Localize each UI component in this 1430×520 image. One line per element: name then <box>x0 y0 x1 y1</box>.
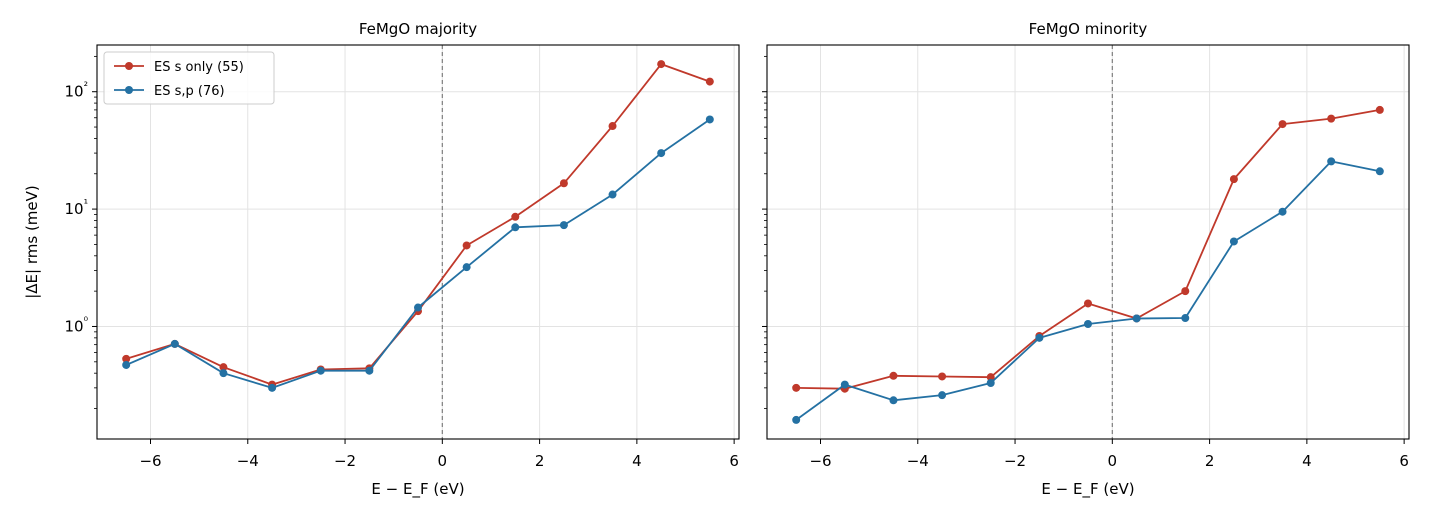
data-point <box>414 303 422 312</box>
x-tick-label: −4 <box>237 452 259 470</box>
y-tick-label: 10⁰ <box>64 314 88 335</box>
data-point <box>219 363 228 372</box>
data-point <box>608 122 617 131</box>
legend: ES s only (55) ES s,p (76) <box>103 51 275 105</box>
x-tick-label: 0 <box>438 452 448 470</box>
data-point <box>657 149 666 158</box>
y-tick-label: 10¹ <box>64 197 88 218</box>
data-point <box>938 391 947 400</box>
data-point <box>316 366 325 375</box>
data-point <box>219 369 228 378</box>
data-point <box>1084 299 1092 308</box>
x-tick-label: 6 <box>1399 452 1409 470</box>
data-point <box>1327 157 1336 166</box>
x-axis-label: E − E_F (eV) <box>371 480 464 499</box>
x-tick-label: 4 <box>1302 452 1312 470</box>
data-point <box>705 115 714 124</box>
x-tick-label: −2 <box>1004 452 1026 470</box>
data-point <box>122 354 131 363</box>
data-point <box>1327 114 1336 123</box>
data-point <box>462 263 471 272</box>
x-tick-label: 2 <box>1205 452 1215 470</box>
data-point <box>608 190 617 199</box>
panel-title: FeMgO majority <box>359 20 477 38</box>
data-point <box>511 223 520 232</box>
x-tick-label: −2 <box>334 452 356 470</box>
series-line-1 <box>795 160 1380 421</box>
data-point <box>792 415 801 424</box>
x-tick-label: −6 <box>139 452 161 470</box>
x-tick-label: 4 <box>632 452 642 470</box>
y-tick-label: 10² <box>64 80 88 101</box>
legend-box <box>103 51 275 105</box>
panel-title: FeMgO minority <box>1029 20 1148 38</box>
data-point <box>889 371 898 380</box>
data-point <box>559 179 568 188</box>
data-point <box>840 380 849 389</box>
data-point <box>1229 175 1238 184</box>
data-point <box>1084 319 1092 328</box>
axes-frame <box>766 44 1410 440</box>
axes-frame <box>96 44 740 440</box>
data-point <box>938 372 947 381</box>
panel-majority: −6 −4 −2 0 2 4 6 10⁰ 10¹ 10² FeMgO majority E − E… <box>23 20 740 499</box>
x-tick-label: 6 <box>729 452 739 470</box>
legend-marker <box>125 62 133 70</box>
data-point <box>559 221 568 230</box>
data-point <box>462 241 471 250</box>
data-point <box>986 373 995 382</box>
series-line-0 <box>796 109 1380 390</box>
data-point <box>268 383 277 392</box>
data-point <box>1035 333 1044 342</box>
data-point <box>1375 105 1384 114</box>
legend-marker <box>125 86 133 94</box>
data-point <box>511 212 520 221</box>
x-tick-label: 2 <box>535 452 545 470</box>
y-axis-label: |ΔE| rms (meV) <box>23 185 41 299</box>
panel-minority: −6 −4 −2 0 2 4 6 FeMgO minority E − E_F (eV) <box>762 20 1410 499</box>
x-tick-label: −6 <box>809 452 831 470</box>
data-point <box>365 366 374 375</box>
legend-label: ES s only (55) <box>154 60 244 75</box>
data-point <box>122 360 131 369</box>
data-point <box>1278 120 1287 129</box>
data-point <box>889 396 898 405</box>
data-point <box>792 383 801 392</box>
data-point <box>1181 287 1190 296</box>
data-point <box>1375 167 1384 176</box>
data-point <box>1229 237 1238 246</box>
series-line-0 <box>125 63 711 386</box>
legend-label: ES s,p (76) <box>154 84 225 99</box>
data-point <box>1278 207 1287 216</box>
data-point <box>705 77 714 86</box>
data-point <box>1132 314 1141 323</box>
x-axis-label: E − E_F (eV) <box>1041 480 1134 499</box>
data-point <box>657 60 666 69</box>
data-point <box>986 378 995 387</box>
data-point <box>170 339 179 348</box>
data-point <box>1181 314 1190 323</box>
x-tick-label: 0 <box>1108 452 1118 470</box>
x-tick-label: −4 <box>907 452 929 470</box>
series-line-1 <box>125 118 711 389</box>
